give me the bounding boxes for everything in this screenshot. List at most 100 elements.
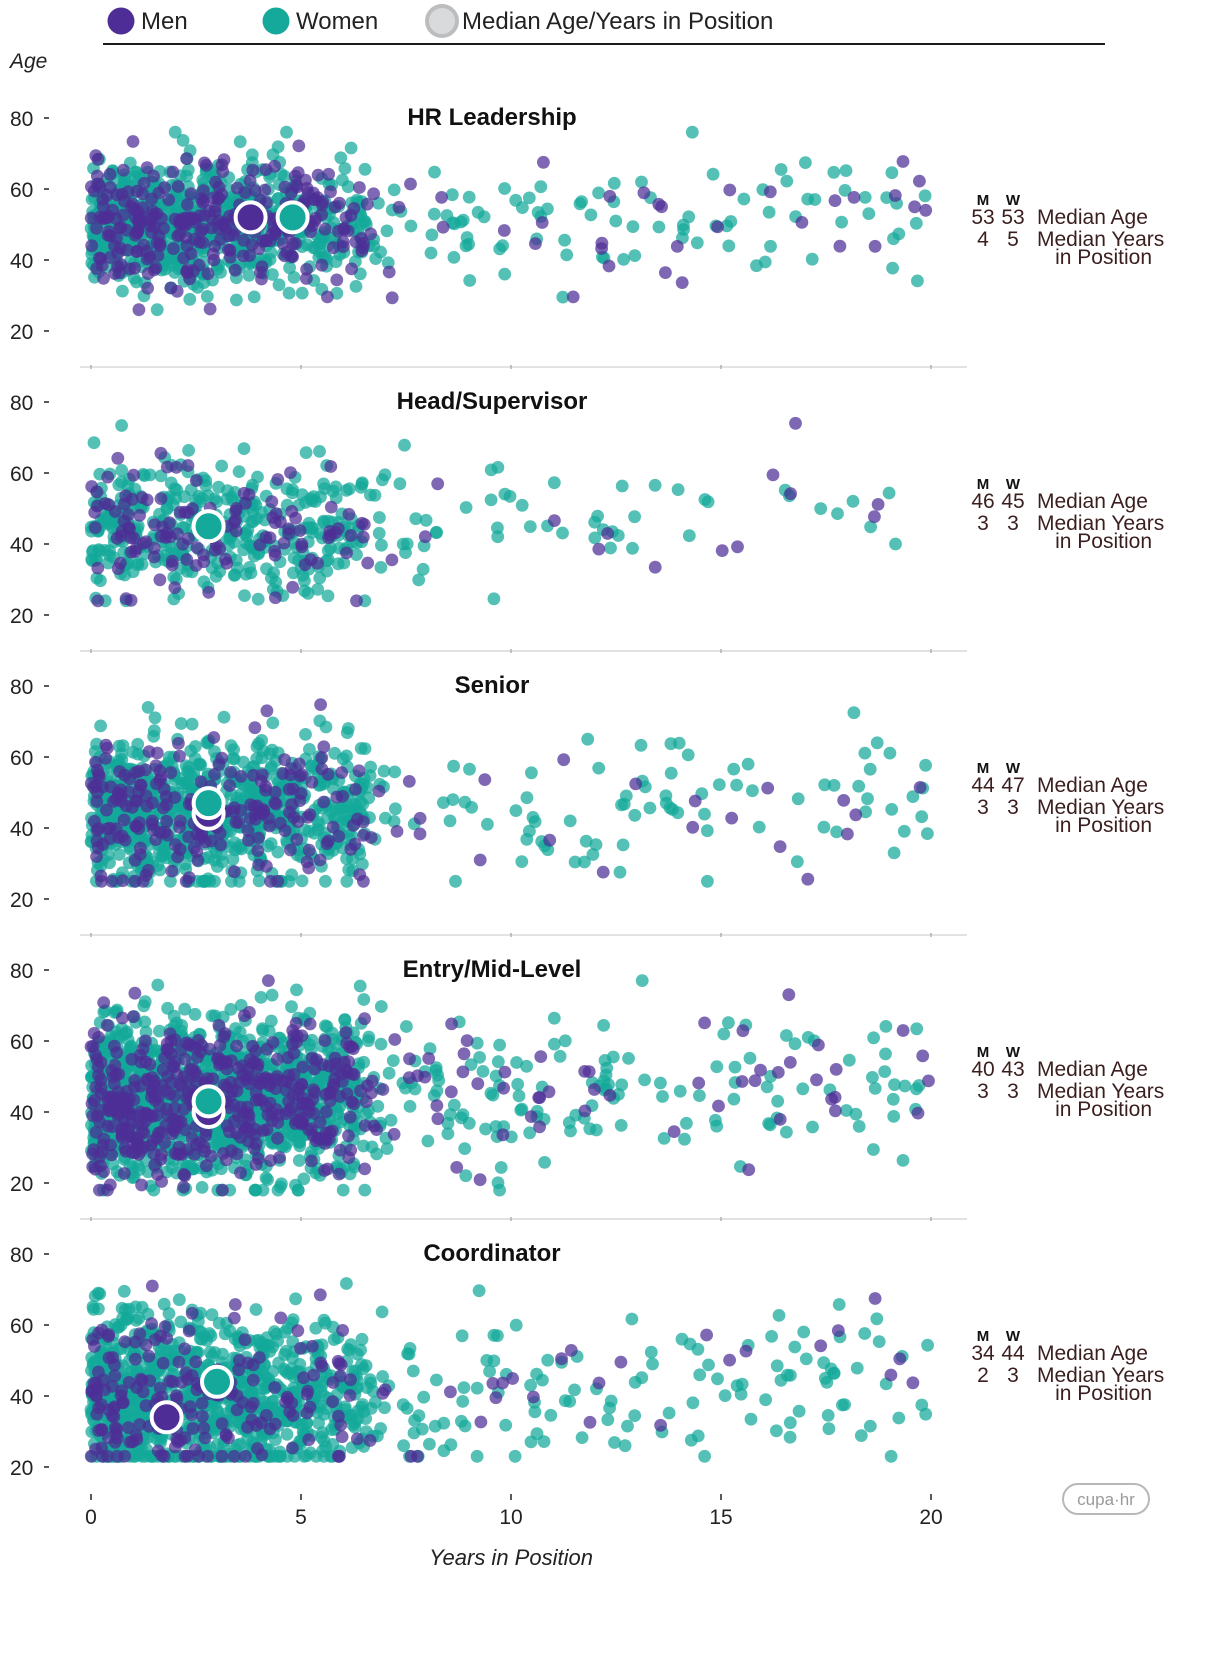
women-point xyxy=(245,567,258,580)
women-point xyxy=(461,231,474,244)
men-point xyxy=(135,1179,148,1192)
men-point xyxy=(198,1145,211,1158)
men-point xyxy=(94,1159,107,1172)
women-point xyxy=(627,220,640,233)
men-point xyxy=(315,208,328,221)
men-point xyxy=(671,240,684,253)
women-point xyxy=(246,148,259,161)
women-point xyxy=(564,815,577,828)
men-point xyxy=(177,1168,190,1181)
men-point xyxy=(296,541,309,554)
men-point xyxy=(419,530,432,543)
women-point xyxy=(638,1074,651,1087)
men-point xyxy=(914,781,927,794)
women-point xyxy=(910,1022,923,1035)
men-point xyxy=(127,469,140,482)
men-point xyxy=(322,168,335,181)
men-point xyxy=(119,834,132,847)
women-point xyxy=(635,739,648,752)
women-point xyxy=(698,808,711,821)
women-point xyxy=(878,1065,891,1078)
men-point xyxy=(309,193,322,206)
women-point xyxy=(412,574,425,587)
women-point xyxy=(818,821,831,834)
men-point xyxy=(133,765,146,778)
men-point xyxy=(353,868,366,881)
women-point xyxy=(292,1136,305,1149)
men-point xyxy=(166,166,179,179)
men-point xyxy=(358,1012,371,1025)
men-point xyxy=(583,1065,596,1078)
women-point xyxy=(93,543,106,556)
men-point xyxy=(271,473,284,486)
women-point xyxy=(636,974,649,987)
women-point xyxy=(260,562,273,575)
men-point xyxy=(232,816,245,829)
men-point xyxy=(185,247,198,260)
men-point xyxy=(140,789,153,802)
women-point xyxy=(234,135,247,148)
men-point xyxy=(85,239,98,252)
men-point xyxy=(812,1039,825,1052)
women-point xyxy=(883,487,896,500)
men-point xyxy=(414,812,427,825)
men-point xyxy=(316,763,329,776)
women-point xyxy=(266,717,279,730)
women-point xyxy=(189,1008,202,1021)
women-point xyxy=(835,216,848,229)
women-point xyxy=(116,285,129,298)
men-point xyxy=(266,228,279,241)
women-point xyxy=(710,1120,723,1133)
women-point xyxy=(897,1154,910,1167)
men-point xyxy=(774,840,787,853)
women-point xyxy=(446,188,459,201)
women-point xyxy=(742,758,755,771)
women-point xyxy=(447,760,460,773)
women-circle-icon xyxy=(263,8,290,35)
men-point xyxy=(286,250,299,263)
y-tick-label: 60 xyxy=(10,463,33,486)
women-point xyxy=(617,839,630,852)
women-point xyxy=(389,802,402,815)
men-point xyxy=(146,815,159,828)
women-point xyxy=(255,991,268,1004)
women-point xyxy=(238,442,251,455)
men-point xyxy=(164,282,177,295)
x-tick-label: 5 xyxy=(295,1506,307,1529)
women-point xyxy=(728,1093,741,1106)
women-point xyxy=(597,1019,610,1032)
women-point xyxy=(672,483,685,496)
women-point xyxy=(477,1065,490,1078)
women-point xyxy=(463,1117,476,1130)
y-tick-label: 40 xyxy=(10,534,33,557)
men-point xyxy=(333,1168,346,1181)
women-point xyxy=(425,247,438,260)
y-tick-label: 20 xyxy=(10,321,33,344)
women-point xyxy=(622,1052,635,1065)
men-point xyxy=(336,1075,349,1088)
women-point xyxy=(511,1078,524,1091)
women-point xyxy=(763,206,776,219)
women-point xyxy=(862,207,875,220)
men-point xyxy=(292,140,305,153)
men-point xyxy=(149,1094,162,1107)
men-point xyxy=(166,559,179,572)
women-point xyxy=(575,195,588,208)
women-point xyxy=(678,1133,691,1146)
women-point xyxy=(151,303,164,316)
men-point xyxy=(322,835,335,848)
women-point xyxy=(488,592,501,605)
men-point xyxy=(125,1053,138,1066)
women-point xyxy=(581,733,594,746)
women-point xyxy=(885,803,898,816)
women-point xyxy=(472,206,485,219)
women-point xyxy=(525,766,538,779)
men-point xyxy=(151,747,164,760)
women-point xyxy=(615,1078,628,1091)
men-point xyxy=(314,854,327,867)
women-point xyxy=(358,1184,371,1197)
men-point xyxy=(478,773,491,786)
women-point xyxy=(674,1085,687,1098)
men-point xyxy=(357,829,370,842)
men-point xyxy=(118,1121,131,1134)
